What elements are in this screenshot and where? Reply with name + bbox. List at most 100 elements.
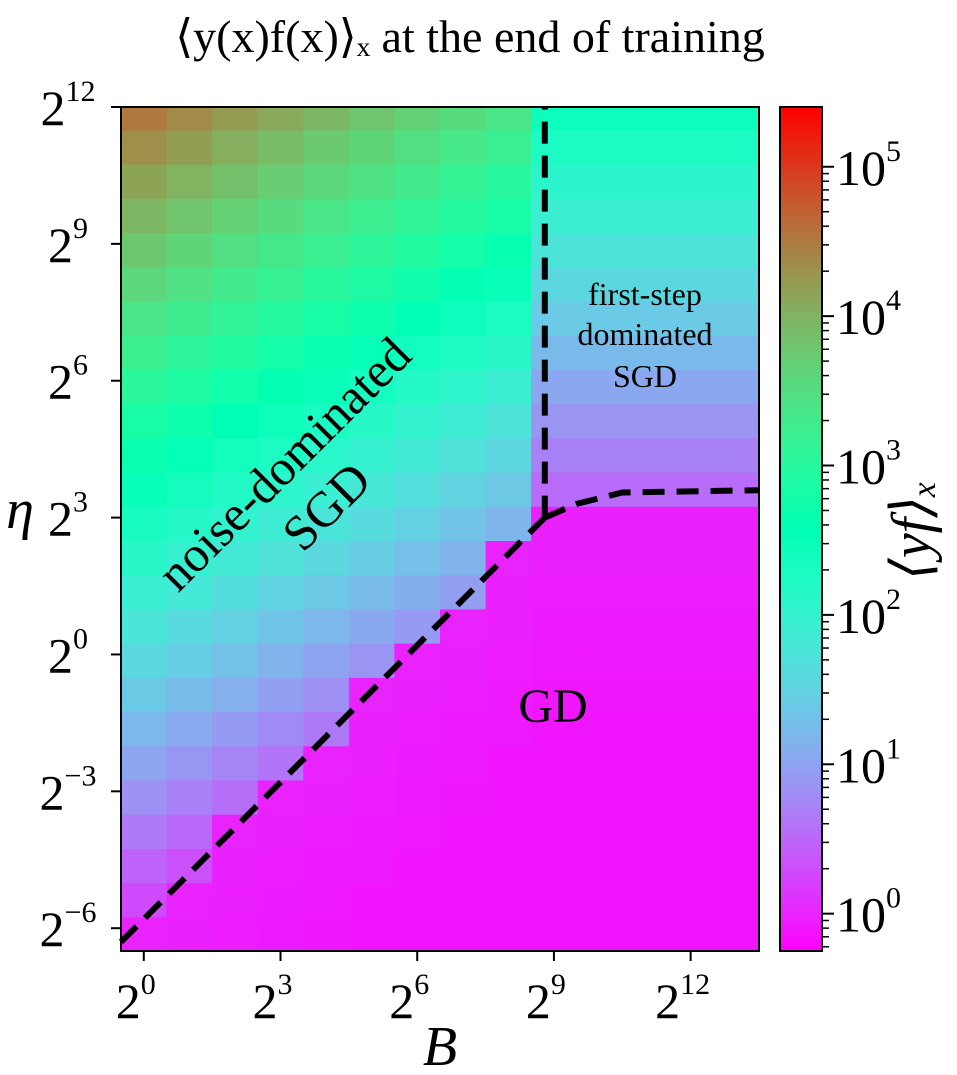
heatmap-cell [121, 369, 168, 405]
heatmap-cell [257, 643, 304, 678]
heatmap-cell [348, 300, 396, 336]
heatmap-cell [212, 198, 259, 233]
heatmap [121, 107, 760, 952]
heatmap-cell [121, 266, 168, 302]
heatmap-cell [667, 608, 715, 644]
heatmap-cell [440, 198, 487, 233]
heatmap-cell [394, 814, 441, 849]
heatmap-cell [348, 107, 396, 131]
heatmap-cell [303, 677, 350, 713]
heatmap-cell [667, 164, 715, 199]
heatmap-cell [212, 369, 259, 405]
heatmap-cell [667, 882, 715, 918]
heatmap-cell [440, 677, 487, 713]
heatmap-cell [576, 437, 623, 473]
heatmap-cell [212, 232, 259, 268]
heatmap-cell [713, 129, 760, 165]
heatmap-cell [713, 300, 760, 336]
heatmap-cell [531, 643, 578, 678]
heatmap-cell [394, 916, 441, 952]
heatmap-cell [531, 266, 578, 302]
heatmap-cell [303, 608, 350, 644]
heatmap-cell [303, 472, 350, 507]
heatmap-cell [713, 403, 760, 439]
heatmap-cell [485, 437, 532, 473]
heatmap-cell [713, 711, 760, 747]
heatmap-cell [348, 574, 396, 610]
heatmap-cell [667, 335, 715, 370]
heatmap-cell [440, 506, 487, 541]
heatmap-cell [348, 506, 396, 541]
heatmap-cell [257, 129, 304, 165]
heatmap-cell [622, 437, 669, 473]
heatmap-cell [622, 643, 669, 678]
heatmap-cell [348, 198, 396, 233]
heatmap-cell [348, 916, 396, 952]
heatmap-cell [348, 814, 396, 849]
heatmap-cell [166, 403, 213, 439]
heatmap-cell [303, 779, 350, 815]
colorbar-ticks: 105 104 103 102 101 100 [822, 135, 901, 948]
heatmap-cell [576, 814, 623, 849]
heatmap-cell [166, 506, 213, 541]
heatmap-cell [713, 335, 760, 370]
heatmap-cell [440, 814, 487, 849]
heatmap-cell [622, 574, 669, 610]
heatmap-cell [257, 164, 304, 199]
heatmap-cell [394, 437, 441, 473]
heatmap-cell [257, 711, 304, 747]
heatmap-cell [713, 882, 760, 918]
heatmap-cell [531, 403, 578, 439]
heatmap-cell [713, 814, 760, 849]
heatmap-cell [440, 574, 487, 610]
heatmap-cell [394, 848, 441, 884]
heatmap-cell [485, 916, 532, 952]
heatmap-cell [121, 574, 168, 610]
heatmap-cell [440, 643, 487, 678]
heatmap-cell [713, 506, 760, 541]
heatmap-cell [667, 745, 715, 781]
heatmap-cell [667, 916, 715, 952]
heatmap-cell [303, 506, 350, 541]
firststep-gd-boundary [543, 487, 760, 521]
heatmap-cell [348, 129, 396, 165]
heatmap-cell [440, 129, 487, 165]
heatmap-cell [713, 643, 760, 678]
heatmap-cell [394, 472, 441, 507]
heatmap-cell [576, 643, 623, 678]
heatmap-cell [121, 437, 168, 473]
y-tick-label: 29 [48, 212, 88, 273]
heatmap-cell [531, 574, 578, 610]
heatmap-cell [622, 266, 669, 302]
heatmap-cell [485, 643, 532, 678]
heatmap-cell [622, 882, 669, 918]
heatmap-cell [485, 677, 532, 713]
heatmap-cell [622, 403, 669, 439]
heatmap-cell [531, 369, 578, 405]
heatmap-cell [576, 779, 623, 815]
heatmap-cell [121, 848, 168, 884]
heatmap-cell [531, 540, 578, 576]
colorbar [779, 106, 823, 952]
heatmap-cell [394, 745, 441, 781]
heatmap-cell [576, 107, 623, 131]
heatmap-cell [212, 403, 259, 439]
heatmap-cell [622, 198, 669, 233]
heatmap-cell [531, 882, 578, 918]
heatmap-cell [348, 882, 396, 918]
heatmap-cell [440, 540, 487, 576]
heatmap-cell [121, 814, 168, 849]
heatmap-cell [303, 643, 350, 678]
heatmap-cell [121, 129, 168, 165]
heatmap-cell [394, 882, 441, 918]
heatmap-cell [622, 129, 669, 165]
heatmap-cell [713, 677, 760, 713]
heatmap-cell [667, 232, 715, 268]
heatmap-cell [348, 266, 396, 302]
region-first-step: first-step dominated SGD [577, 276, 712, 394]
heatmap-cell [667, 779, 715, 815]
colorbar-tick-label: 104 [836, 284, 901, 345]
heatmap-cell [667, 506, 715, 541]
heatmap-cell [667, 711, 715, 747]
x-axis-label: B [423, 1016, 457, 1075]
